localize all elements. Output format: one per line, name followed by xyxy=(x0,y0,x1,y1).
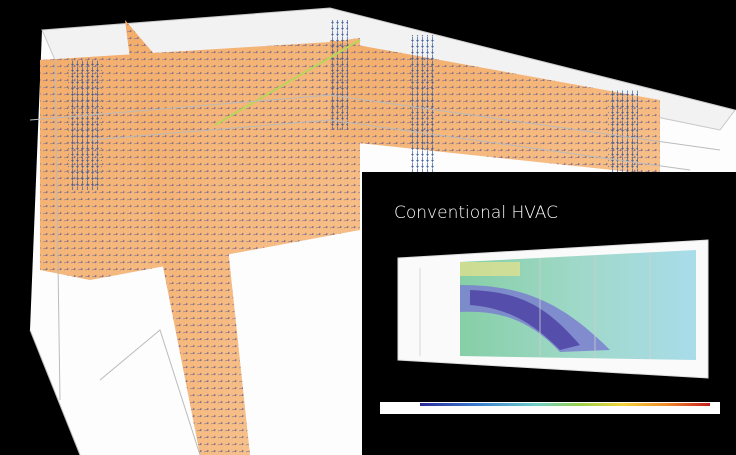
inset-jet-core xyxy=(470,290,580,350)
plane-edge xyxy=(214,39,361,126)
inset-wireframe xyxy=(419,252,651,359)
wireframe xyxy=(29,59,721,455)
inset-panel: Conventional HVAC xyxy=(362,172,736,455)
vent-plume-1 xyxy=(68,60,102,190)
flow-planes xyxy=(40,20,660,455)
vent-plume-2 xyxy=(410,35,434,185)
inset-warm-zone xyxy=(460,262,520,276)
vent-plume-3 xyxy=(330,20,348,130)
colorbar xyxy=(420,403,710,406)
inset-title: Conventional HVAC xyxy=(394,203,558,223)
inset-flow-plane xyxy=(460,250,696,360)
diagonal-plane-arrows xyxy=(125,20,250,455)
